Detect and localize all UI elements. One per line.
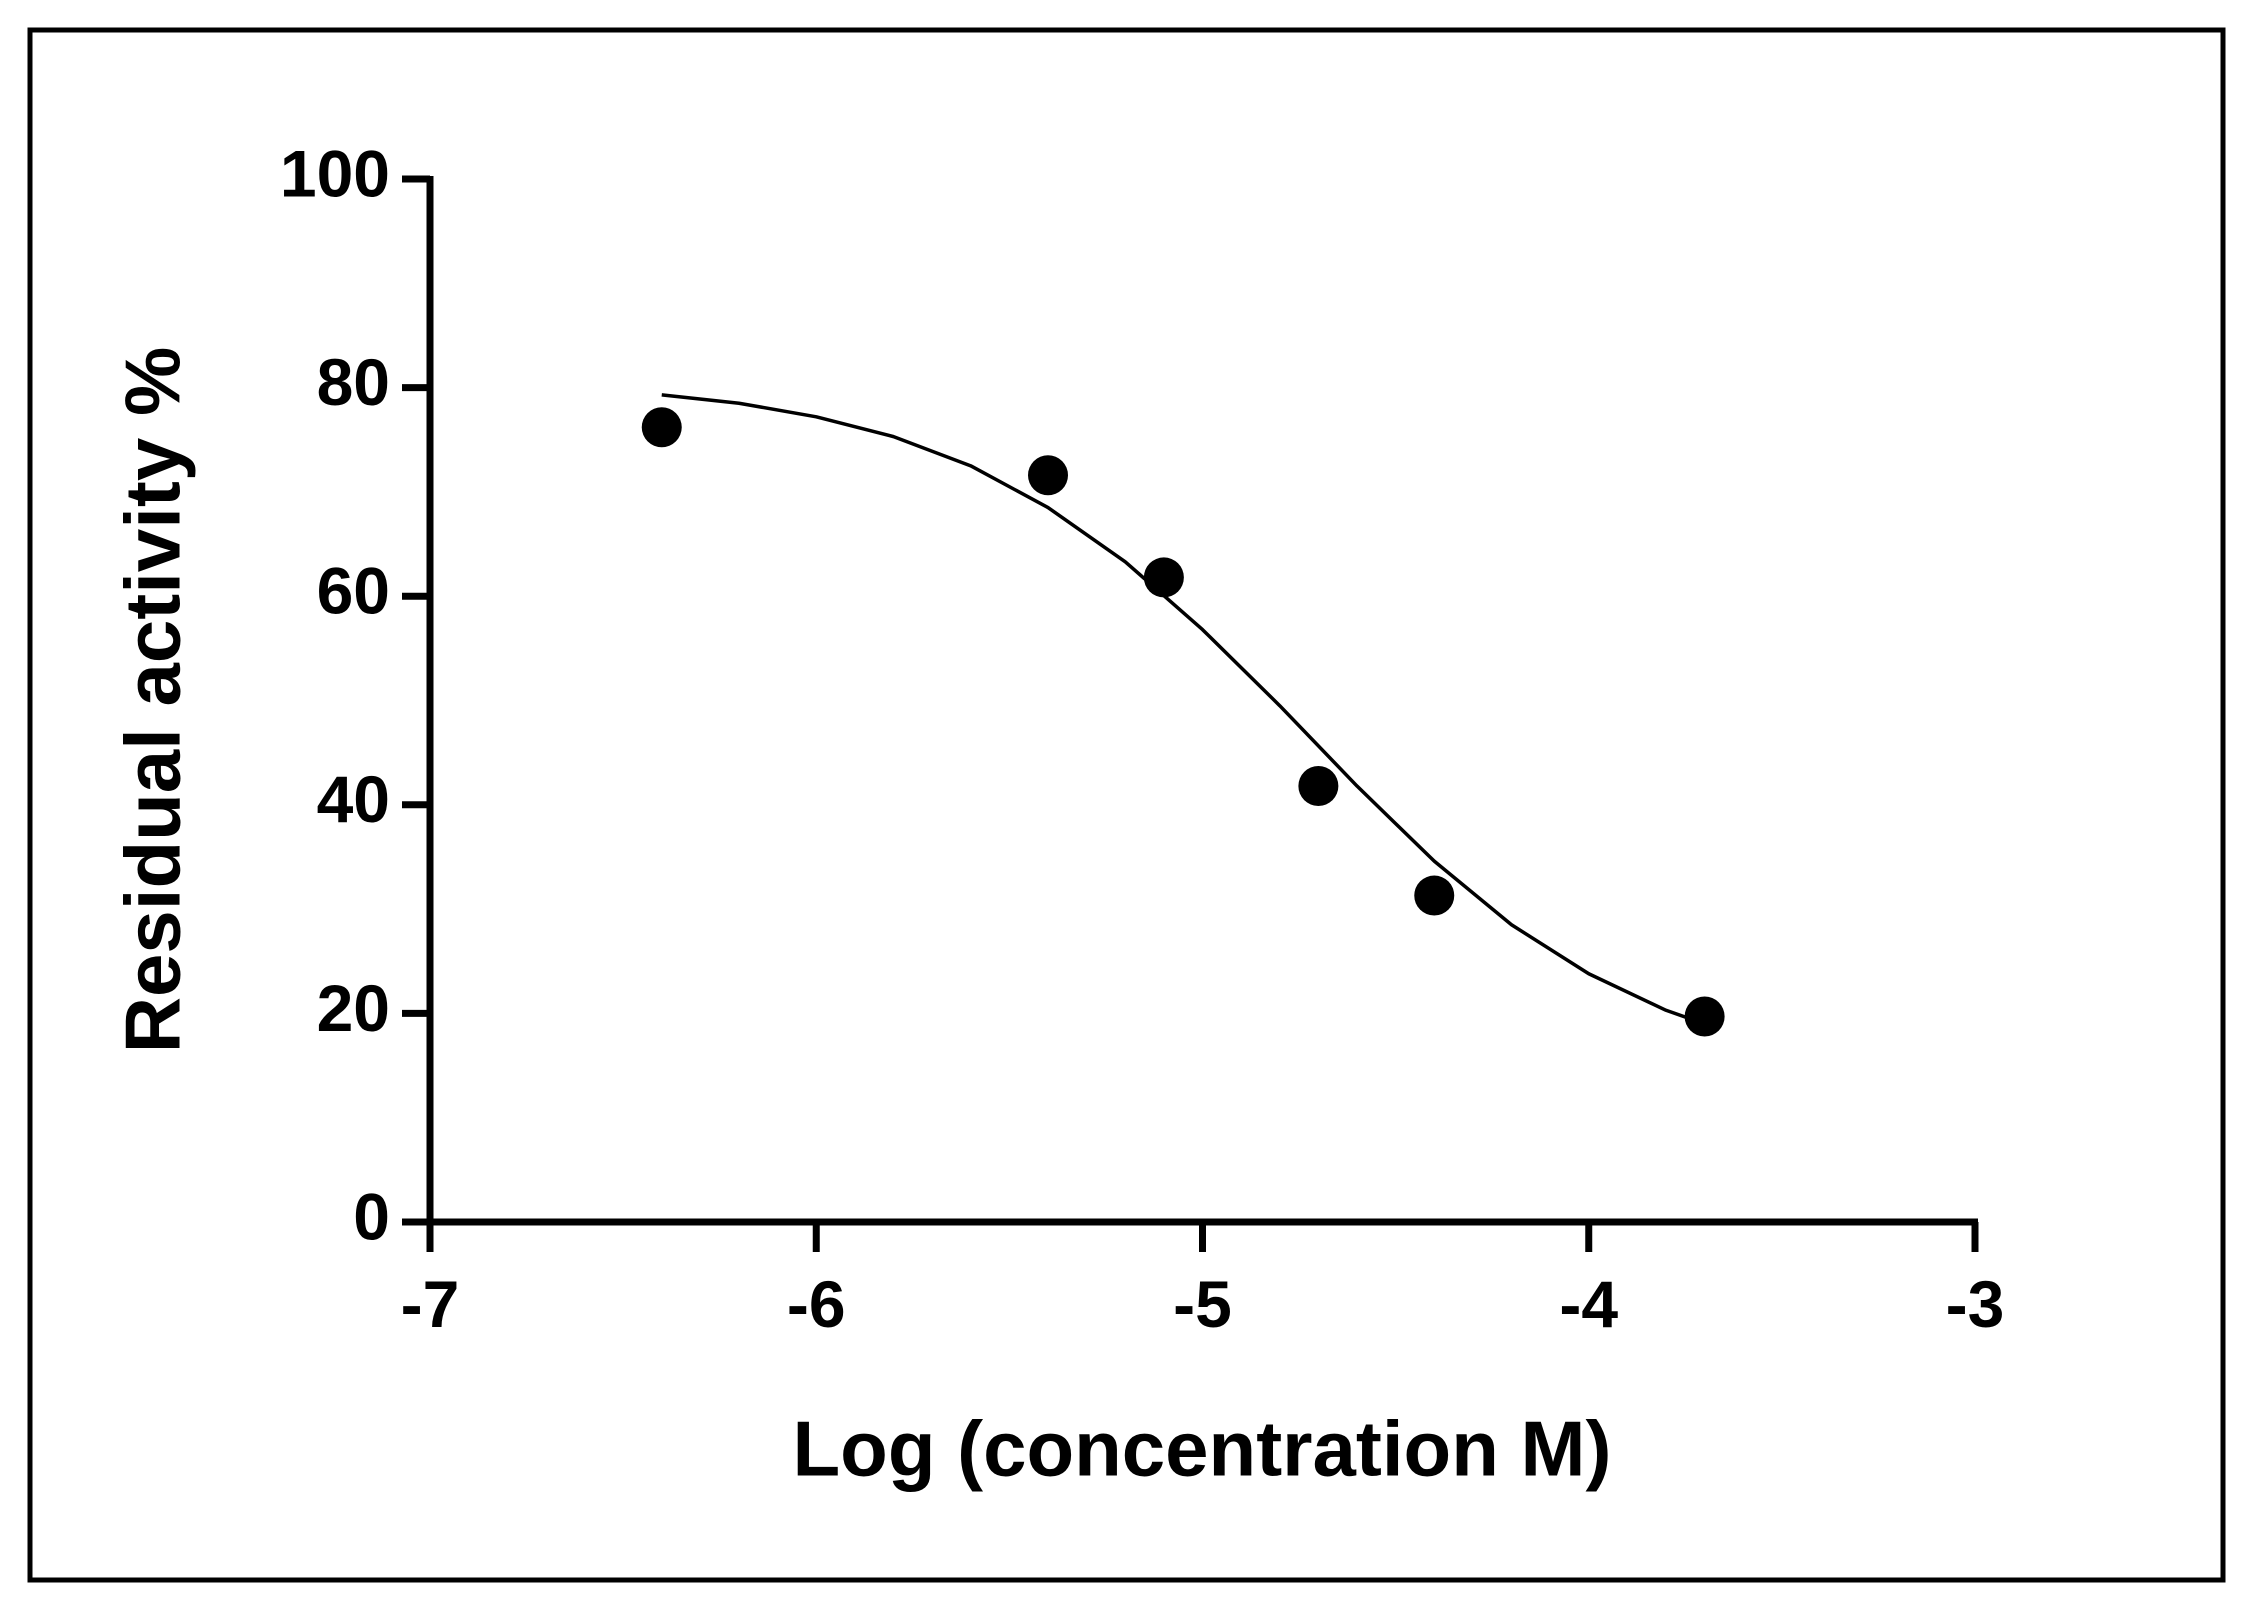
- x-tick-label: -4: [1559, 1267, 1618, 1341]
- x-tick-label: -7: [401, 1267, 460, 1341]
- frame: [27, 27, 2226, 1583]
- y-tick-label: 20: [317, 971, 390, 1045]
- x-tick-label: -5: [1173, 1267, 1232, 1341]
- y-tick-label: 40: [317, 762, 390, 836]
- y-tick-label: 0: [353, 1179, 390, 1253]
- data-point: [1684, 996, 1725, 1037]
- data-point: [1298, 766, 1339, 807]
- data-point: [1414, 875, 1455, 916]
- data-point: [1143, 557, 1184, 598]
- y-tick-label: 100: [280, 136, 390, 210]
- y-tick-label: 80: [317, 345, 390, 419]
- x-tick-label: -6: [787, 1267, 846, 1341]
- x-axis-title: Log (concentration M): [793, 1405, 1612, 1493]
- y-axis-title: Residual activity %: [109, 347, 197, 1054]
- y-tick-label: 60: [317, 554, 390, 628]
- x-tick-label: -3: [1946, 1267, 2005, 1341]
- data-point: [1028, 455, 1068, 496]
- fit-curve: [661, 393, 1706, 1026]
- data-point: [641, 407, 682, 448]
